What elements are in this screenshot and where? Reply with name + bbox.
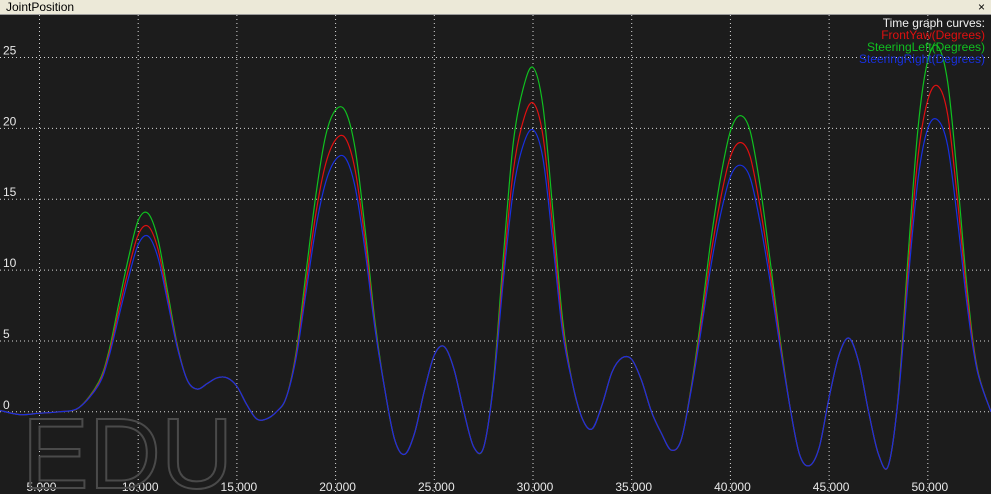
- x-tick-label-2: 15.000: [221, 480, 258, 494]
- y-tick-label-4: 20: [3, 114, 17, 128]
- legend: Time graph curves: FrontYaw(Degrees) Ste…: [859, 16, 985, 66]
- legend-item-steeringleft: SteeringLeft(Degrees): [867, 40, 985, 54]
- x-tick-label-4: 25.000: [418, 480, 455, 494]
- title-bar: JointPosition ×: [0, 0, 991, 15]
- y-tick-label-0: 0: [3, 398, 10, 412]
- y-tick-labels: 0 5 10 15 20 25: [3, 44, 17, 412]
- y-tick-label-3: 15: [3, 185, 17, 199]
- time-graph-plot[interactable]: 5.000 10.000 15.000 20.000 25.000 30.000 35.00…: [0, 15, 991, 494]
- y-tick-label-5: 25: [3, 44, 17, 58]
- x-tick-labels: 5.000 10.000 15.000 20.000 25.000 30.000 35.00…: [26, 480, 948, 494]
- x-tick-label-3: 20.000: [319, 480, 356, 494]
- y-tick-label-2: 10: [3, 256, 17, 270]
- close-icon[interactable]: ×: [977, 0, 985, 14]
- y-tick-label-1: 5: [3, 327, 10, 341]
- legend-item-frontyaw: FrontYaw(Degrees): [881, 28, 985, 42]
- series-layer: [0, 44, 991, 470]
- plot-background: [0, 15, 991, 494]
- x-tick-label-8: 45.000: [813, 480, 850, 494]
- x-tick-label-7: 40.000: [714, 480, 751, 494]
- window-title: JointPosition: [6, 0, 75, 14]
- legend-item-steeringright: SteeringRight(Degrees): [859, 52, 985, 66]
- x-tick-label-0: 5.000: [26, 480, 56, 494]
- x-tick-label-5: 30.000: [517, 480, 554, 494]
- series-line-steeringright-degrees: [0, 118, 991, 470]
- x-tick-label-6: 35.000: [615, 480, 652, 494]
- legend-title: Time graph curves:: [883, 16, 985, 30]
- x-tick-label-1: 10.000: [122, 480, 159, 494]
- x-tick-label-9: 50.000: [911, 480, 948, 494]
- time-graph-chart[interactable]: 5.000 10.000 15.000 20.000 25.000 30.000 35.00…: [0, 15, 991, 494]
